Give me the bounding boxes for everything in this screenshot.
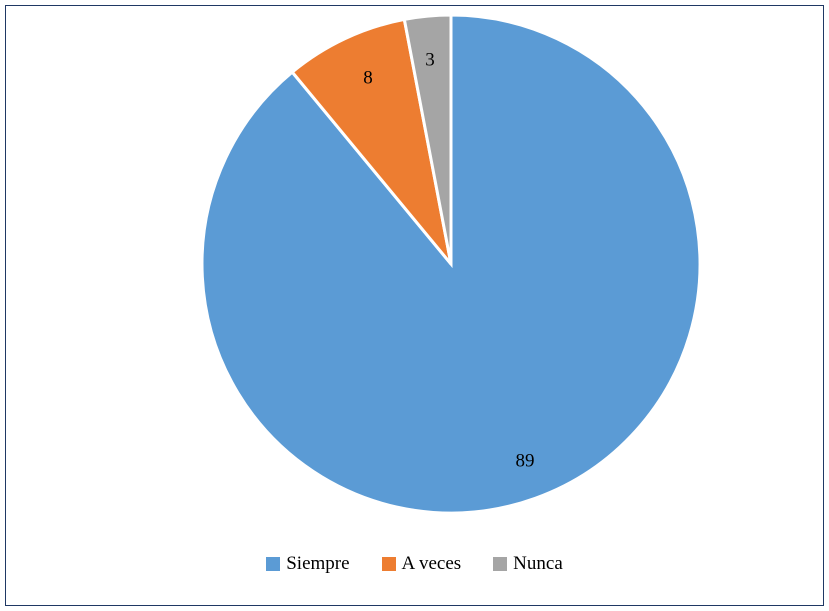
data-label-a-veces: 8 — [363, 67, 373, 88]
legend-label-a-veces: A veces — [401, 553, 462, 574]
pie-slice-a-veces — [290, 17, 453, 265]
legend-swatch-siempre — [266, 557, 281, 571]
legend-label-siempre: Siempre — [286, 553, 350, 574]
data-label-nunca: 3 — [425, 49, 435, 70]
data-label-siempre: 89 — [516, 450, 535, 471]
legend-label-nunca: Nunca — [513, 553, 563, 574]
legend-swatch-nunca — [493, 557, 508, 571]
legend-swatch-a-veces — [381, 557, 396, 571]
legend-item-siempre: Siempre — [266, 553, 350, 575]
legend: Siempre A veces Nunca — [0, 551, 829, 577]
pie-slice-nunca — [402, 13, 453, 265]
legend-item-nunca: Nunca — [493, 553, 563, 575]
legend-item-a-veces: A veces — [381, 553, 462, 575]
